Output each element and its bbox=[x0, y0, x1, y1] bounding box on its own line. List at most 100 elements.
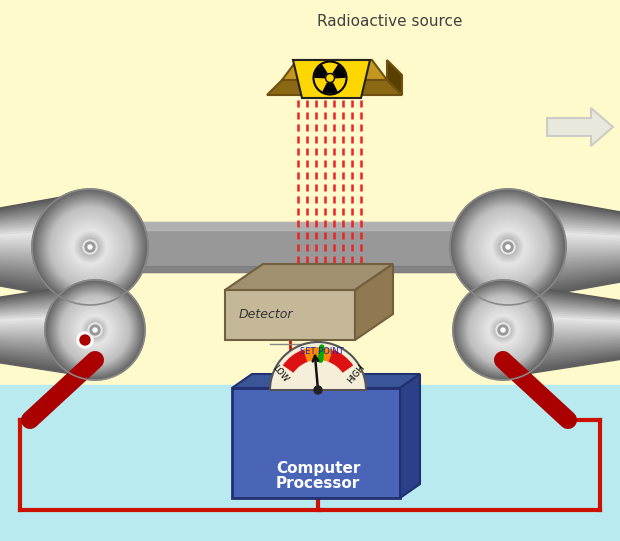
Wedge shape bbox=[451, 190, 565, 304]
Wedge shape bbox=[466, 293, 541, 367]
Wedge shape bbox=[485, 313, 521, 347]
Polygon shape bbox=[0, 276, 90, 299]
Wedge shape bbox=[453, 280, 553, 380]
Wedge shape bbox=[82, 318, 107, 342]
Wedge shape bbox=[46, 281, 144, 379]
Wedge shape bbox=[42, 199, 138, 295]
Polygon shape bbox=[503, 304, 620, 316]
Wedge shape bbox=[463, 290, 543, 370]
Wedge shape bbox=[501, 240, 515, 254]
Wedge shape bbox=[73, 307, 118, 353]
Wedge shape bbox=[78, 313, 112, 347]
Polygon shape bbox=[0, 200, 90, 221]
Polygon shape bbox=[0, 328, 95, 330]
Polygon shape bbox=[503, 348, 620, 363]
Polygon shape bbox=[0, 265, 90, 280]
Polygon shape bbox=[0, 239, 90, 244]
Polygon shape bbox=[0, 278, 90, 302]
Polygon shape bbox=[508, 274, 620, 296]
Wedge shape bbox=[485, 312, 521, 348]
Wedge shape bbox=[467, 294, 539, 366]
Wedge shape bbox=[83, 240, 97, 254]
Wedge shape bbox=[64, 299, 126, 361]
Wedge shape bbox=[454, 282, 551, 378]
Polygon shape bbox=[508, 222, 620, 234]
Wedge shape bbox=[89, 324, 101, 336]
Polygon shape bbox=[0, 258, 90, 269]
Circle shape bbox=[501, 240, 515, 254]
Polygon shape bbox=[0, 352, 95, 371]
Polygon shape bbox=[503, 320, 620, 326]
Wedge shape bbox=[81, 238, 99, 256]
Polygon shape bbox=[0, 353, 95, 373]
Wedge shape bbox=[68, 304, 122, 357]
Polygon shape bbox=[0, 313, 95, 322]
Wedge shape bbox=[85, 320, 105, 340]
Polygon shape bbox=[293, 60, 370, 98]
Polygon shape bbox=[0, 214, 90, 229]
Polygon shape bbox=[503, 311, 620, 320]
Circle shape bbox=[80, 335, 90, 345]
Polygon shape bbox=[0, 197, 90, 220]
Circle shape bbox=[77, 332, 93, 348]
Circle shape bbox=[314, 62, 347, 95]
Wedge shape bbox=[61, 296, 129, 364]
Polygon shape bbox=[503, 282, 620, 304]
Wedge shape bbox=[500, 327, 505, 333]
Wedge shape bbox=[503, 242, 513, 252]
Wedge shape bbox=[51, 208, 129, 286]
Wedge shape bbox=[454, 281, 552, 379]
Wedge shape bbox=[477, 304, 529, 356]
Wedge shape bbox=[487, 314, 519, 346]
Wedge shape bbox=[64, 221, 116, 273]
Polygon shape bbox=[0, 211, 90, 228]
Wedge shape bbox=[39, 196, 141, 298]
Wedge shape bbox=[76, 234, 104, 261]
Wedge shape bbox=[58, 293, 133, 367]
Polygon shape bbox=[0, 320, 95, 326]
Polygon shape bbox=[503, 352, 620, 371]
Polygon shape bbox=[400, 374, 420, 498]
Wedge shape bbox=[81, 316, 109, 344]
Circle shape bbox=[83, 240, 97, 254]
Wedge shape bbox=[92, 327, 99, 333]
Wedge shape bbox=[463, 202, 554, 293]
Polygon shape bbox=[508, 206, 620, 225]
Circle shape bbox=[90, 325, 100, 335]
Polygon shape bbox=[508, 273, 620, 294]
Wedge shape bbox=[484, 311, 522, 349]
Polygon shape bbox=[0, 330, 95, 332]
Wedge shape bbox=[489, 228, 528, 266]
Wedge shape bbox=[89, 246, 91, 248]
Wedge shape bbox=[56, 291, 134, 369]
Wedge shape bbox=[75, 310, 115, 350]
Polygon shape bbox=[503, 299, 620, 313]
Polygon shape bbox=[508, 241, 620, 246]
Polygon shape bbox=[508, 228, 620, 237]
Polygon shape bbox=[355, 264, 393, 340]
Polygon shape bbox=[0, 344, 95, 356]
Polygon shape bbox=[0, 301, 95, 315]
Polygon shape bbox=[503, 346, 620, 361]
Polygon shape bbox=[508, 244, 620, 247]
Wedge shape bbox=[495, 322, 510, 338]
Wedge shape bbox=[461, 287, 546, 373]
Wedge shape bbox=[90, 325, 100, 335]
Polygon shape bbox=[0, 342, 95, 354]
Wedge shape bbox=[85, 242, 95, 252]
Wedge shape bbox=[456, 195, 560, 299]
Wedge shape bbox=[498, 325, 508, 335]
Wedge shape bbox=[469, 296, 537, 364]
Polygon shape bbox=[0, 308, 95, 319]
Wedge shape bbox=[492, 232, 523, 262]
Wedge shape bbox=[61, 218, 119, 276]
Polygon shape bbox=[508, 250, 620, 255]
Polygon shape bbox=[0, 351, 95, 368]
Polygon shape bbox=[0, 332, 95, 335]
Wedge shape bbox=[48, 283, 141, 377]
Wedge shape bbox=[50, 285, 140, 375]
Circle shape bbox=[88, 323, 102, 337]
Wedge shape bbox=[68, 302, 123, 358]
Wedge shape bbox=[94, 328, 97, 332]
Wedge shape bbox=[94, 329, 96, 331]
